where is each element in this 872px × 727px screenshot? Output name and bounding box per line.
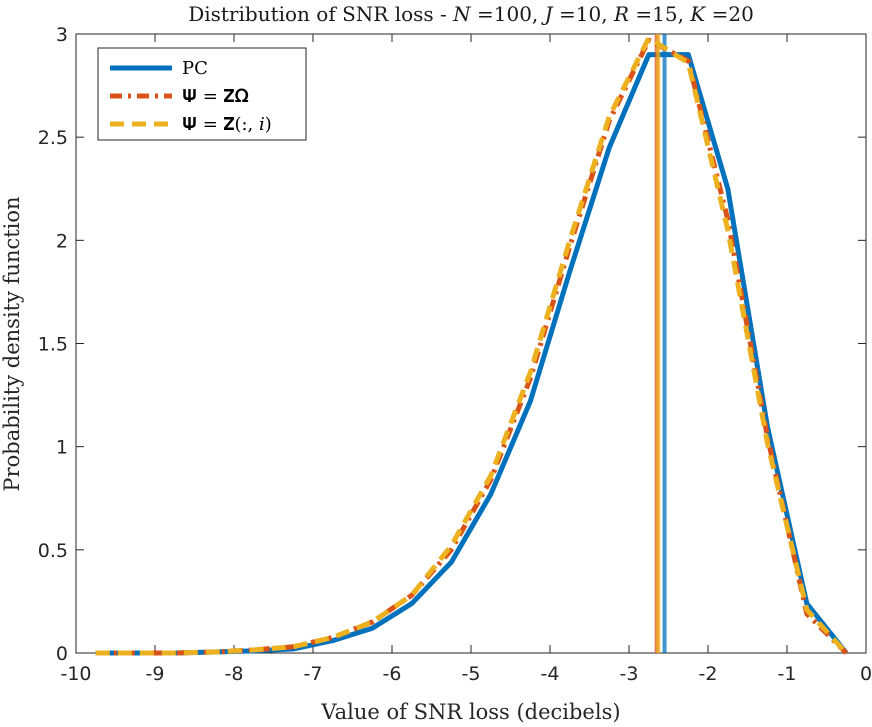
x-tick-label: -3	[620, 663, 639, 685]
chart-title: Distribution of SNR loss - 𝑁 =100, 𝐽 =10…	[188, 2, 754, 26]
series-0	[95, 34, 849, 656]
y-tick-label: 1.5	[38, 334, 68, 356]
legend: PC 𝚿 = 𝐙𝛀 𝚿 = 𝐙(:, 𝑖)	[97, 47, 307, 141]
x-tick-label: -8	[225, 663, 244, 685]
y-axis-title: Probability density function	[0, 196, 24, 491]
y-tick-label: 0	[56, 643, 68, 665]
y-tick-label: 3	[56, 24, 68, 46]
x-axis-title: Value of SNR loss (decibels)	[320, 700, 620, 724]
series-line	[95, 52, 849, 656]
x-tick-label: -2	[699, 663, 718, 685]
x-tick-label: 0	[860, 663, 872, 685]
x-tick-label: -10	[60, 663, 91, 685]
y-tick-label: 2	[56, 230, 68, 252]
x-tick-label: -7	[304, 663, 323, 685]
series-2	[95, 34, 849, 656]
x-tick-label: -4	[541, 663, 560, 685]
x-tick-label: -9	[146, 663, 165, 685]
y-tick-label: 0.5	[38, 540, 68, 562]
y-tick-label: 1	[56, 437, 68, 459]
legend-label: 𝚿 = 𝐙(:, 𝑖)	[182, 114, 272, 135]
y-tick-label: 2.5	[38, 127, 68, 149]
series-line	[95, 37, 849, 656]
axis-ticks: -10 -9 -8 -7 -6 -5 -4 -3 -2 -1 000.511.522.53	[38, 24, 872, 685]
x-tick-label: -5	[462, 663, 481, 685]
x-tick-label: -1	[778, 663, 797, 685]
x-tick-label: -6	[383, 663, 402, 685]
legend-label: PC	[182, 58, 208, 79]
legend-label: 𝚿 = 𝐙𝛀	[182, 86, 249, 107]
series-layer	[95, 34, 849, 656]
series-line	[95, 35, 849, 656]
